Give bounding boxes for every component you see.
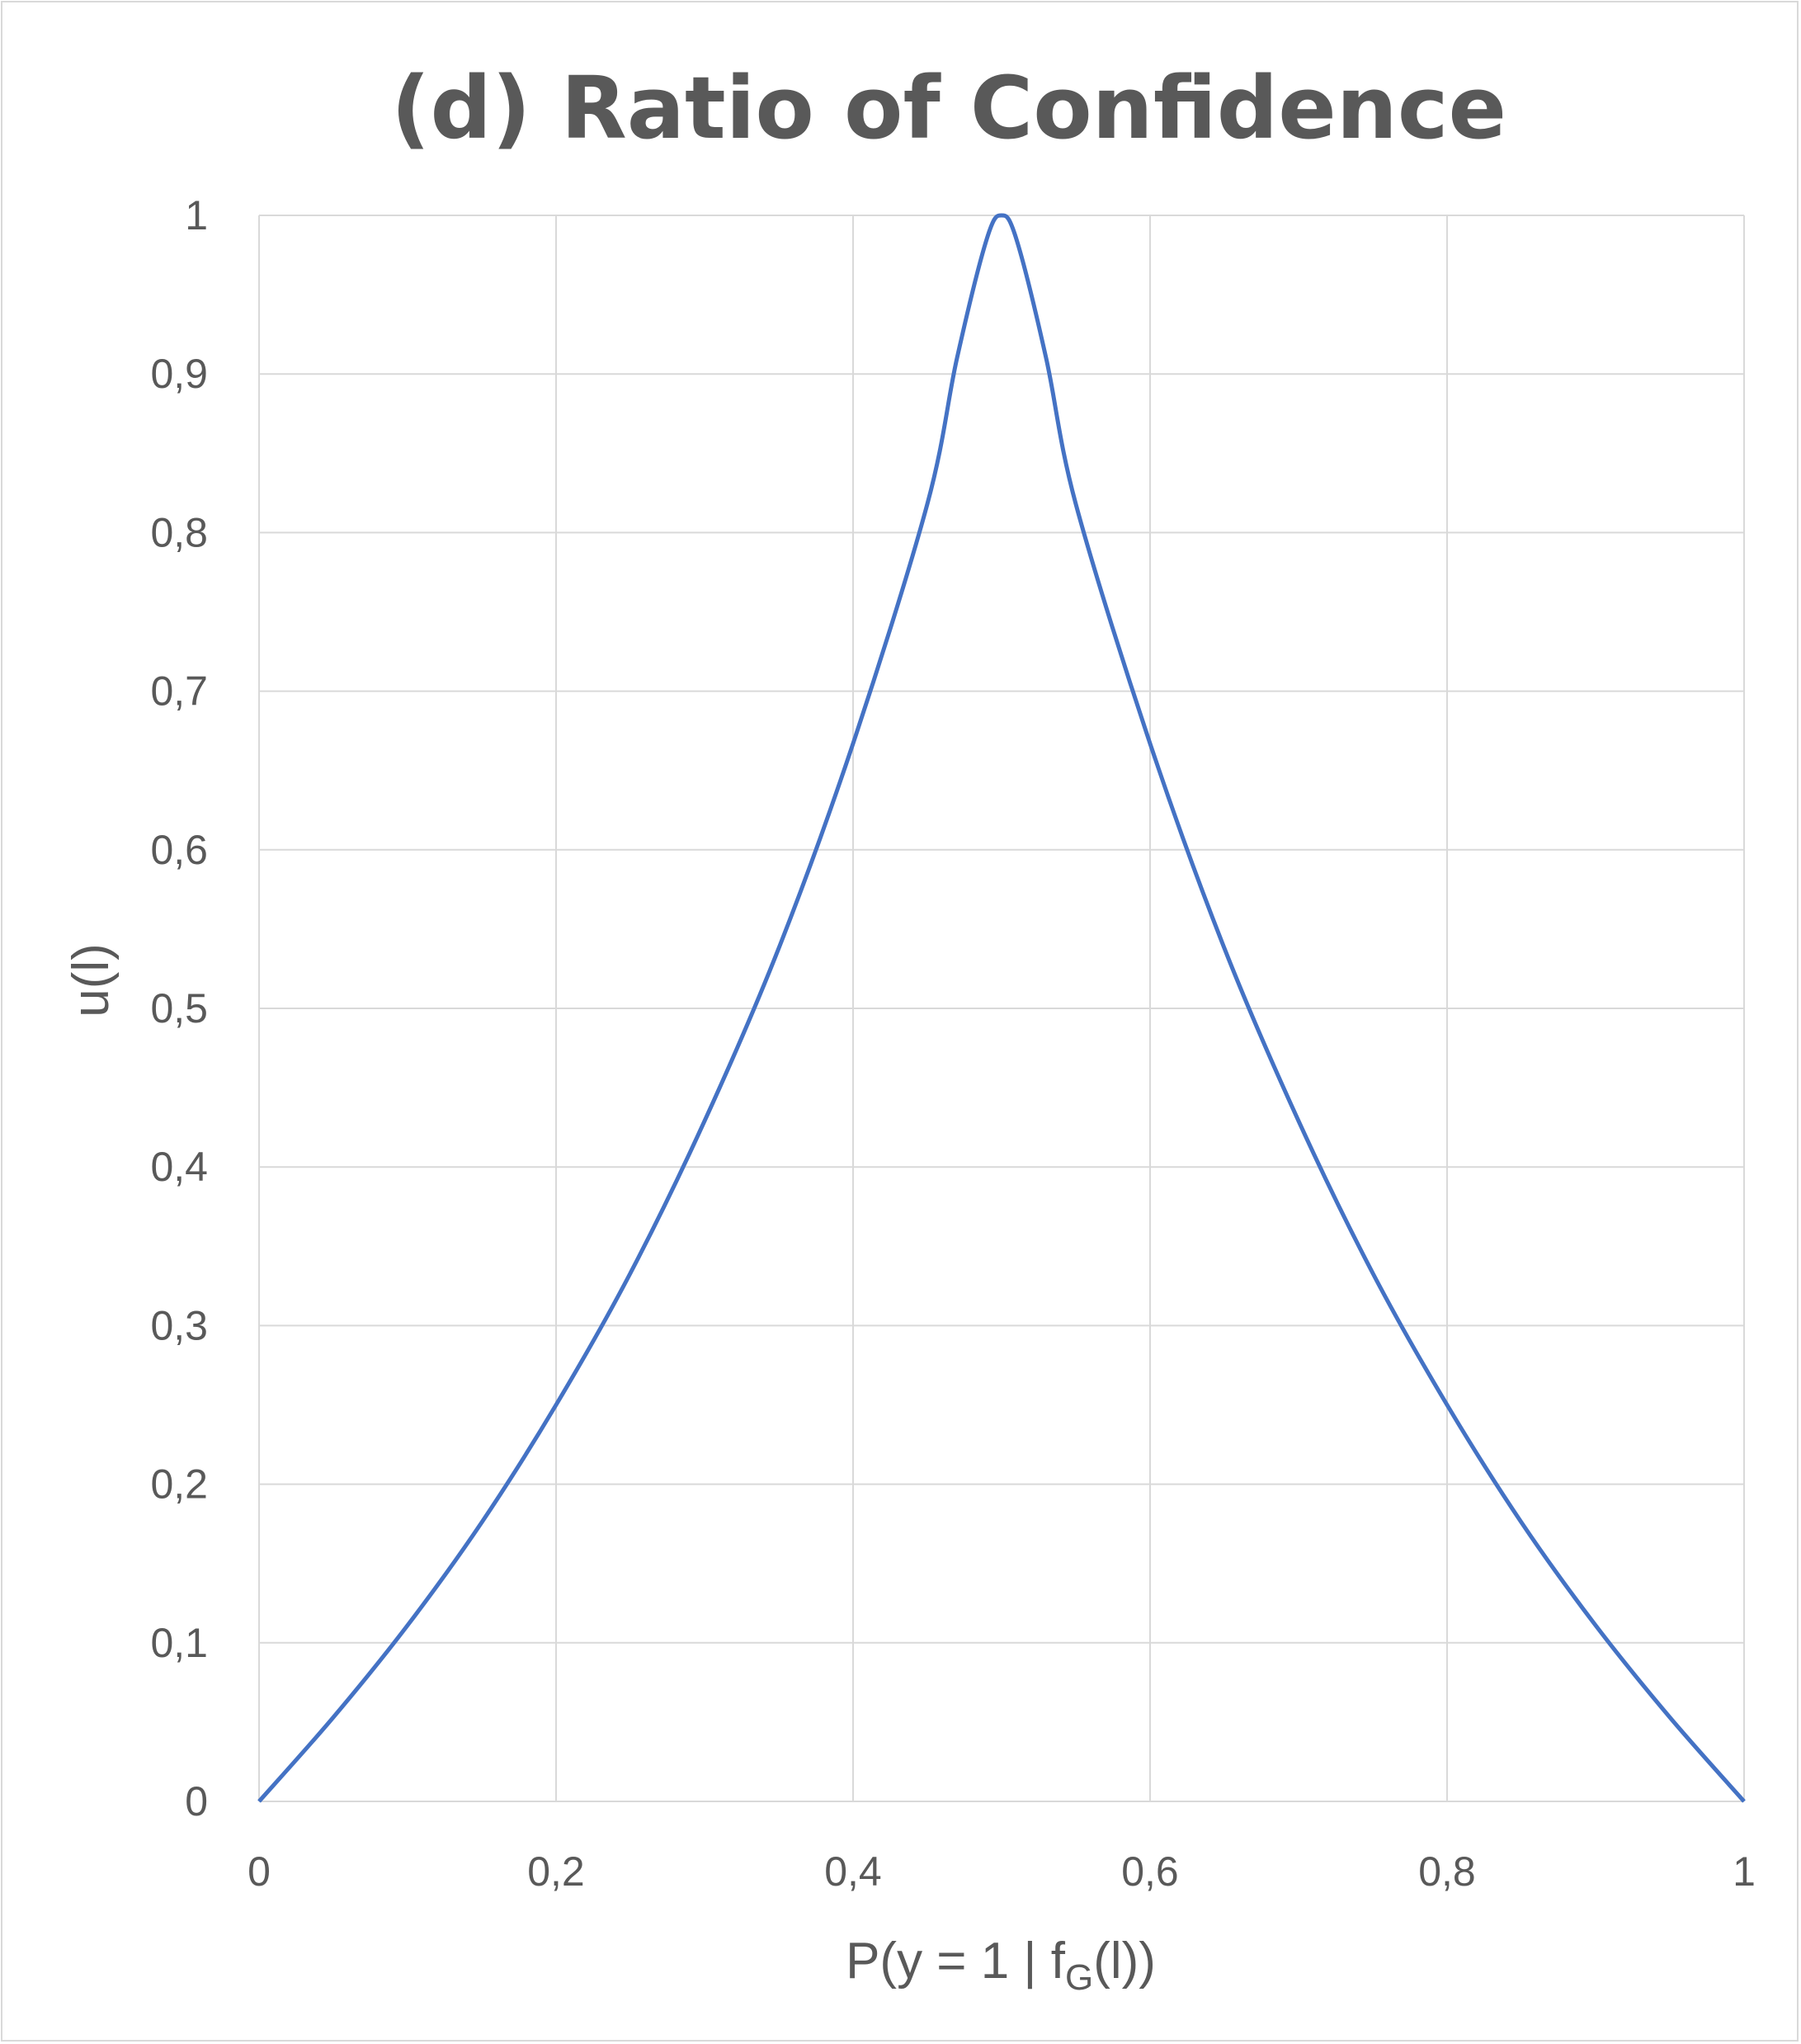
x-tick-label: 0,8 bbox=[1418, 1848, 1476, 1895]
x-tick-label: 0,4 bbox=[824, 1848, 882, 1895]
grid bbox=[258, 215, 1745, 1802]
x-tick-label: 1 bbox=[1733, 1848, 1756, 1895]
y-tick-label: 1 bbox=[185, 192, 208, 238]
y-tick-label: 0,9 bbox=[150, 351, 208, 397]
x-axis-title-main: P(y = 1 | f bbox=[846, 1933, 1066, 1990]
y-tick-label: 0 bbox=[185, 1778, 208, 1824]
series-line bbox=[257, 213, 1746, 1803]
y-tick-label: 0,1 bbox=[150, 1620, 208, 1666]
x-tick-label: 0,6 bbox=[1121, 1848, 1179, 1895]
x-tick-label: 0 bbox=[248, 1848, 271, 1895]
y-tick-label: 0,5 bbox=[150, 985, 208, 1031]
x-axis-title-tail: (l)) bbox=[1093, 1933, 1156, 1990]
x-tick-label: 0,2 bbox=[527, 1848, 585, 1895]
y-tick-label: 0,3 bbox=[150, 1302, 208, 1348]
y-axis-title: u(l) bbox=[63, 943, 120, 1017]
y-tick-label: 0,4 bbox=[150, 1144, 208, 1190]
x-axis-ticks: 0 0,2 0,4 0,6 0,8 1 bbox=[248, 1848, 1756, 1895]
series-layer bbox=[257, 213, 1746, 1803]
y-axis-ticks: 0 0,1 0,2 0,3 0,4 0,5 0,6 0,7 0,8 0,9 1 bbox=[150, 192, 208, 1824]
x-axis-title: P(y = 1 | fG(l)) bbox=[846, 1933, 1156, 1998]
y-tick-label: 0,7 bbox=[150, 668, 208, 715]
y-tick-label: 0,6 bbox=[150, 827, 208, 873]
chart-title: (d) Ratio of Confidence bbox=[391, 58, 1506, 158]
y-tick-label: 0,2 bbox=[150, 1461, 208, 1508]
x-axis-title-subscript: G bbox=[1065, 1957, 1093, 1998]
y-tick-label: 0,8 bbox=[150, 509, 208, 555]
